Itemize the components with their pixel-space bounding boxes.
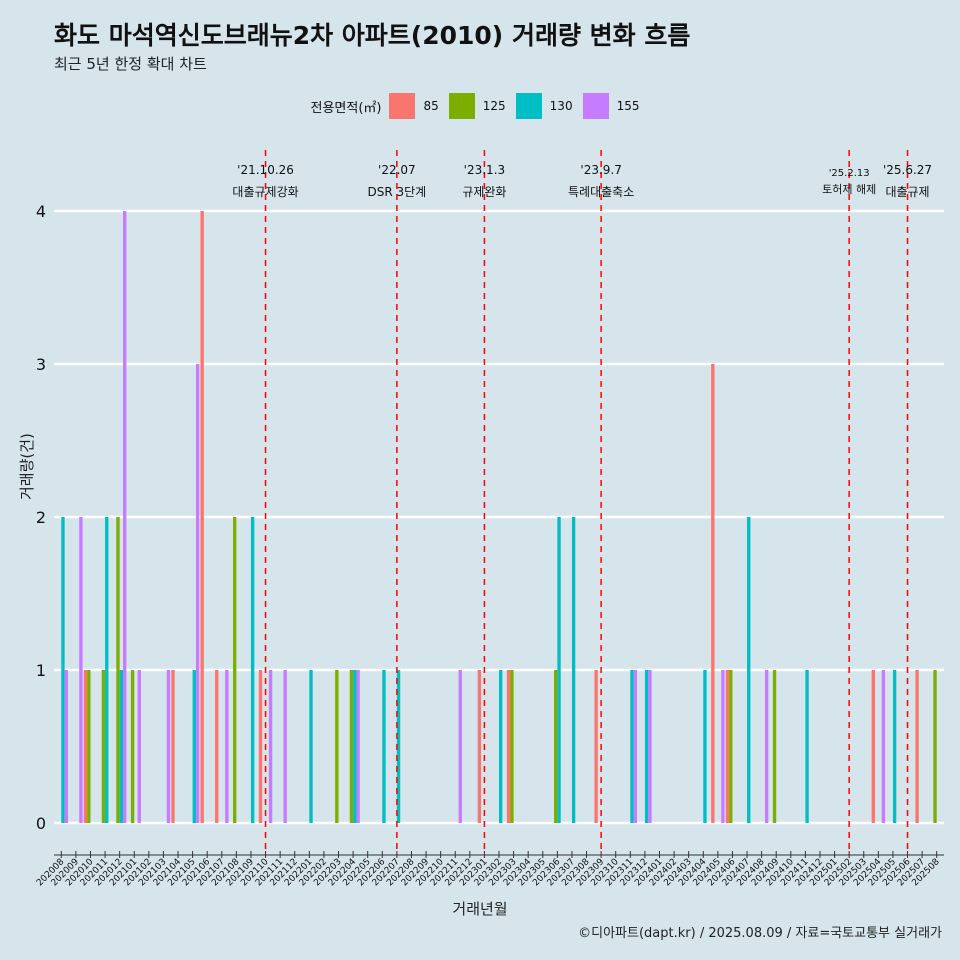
bar-155-202311 <box>633 670 638 823</box>
bar-125-202508 <box>933 670 937 823</box>
bar-85-202405 <box>711 364 715 823</box>
bar-155-202204 <box>356 670 360 823</box>
source-caption: ©디아파트(dapt.kr) / 2025.08.09 / 자료=국토교통부 실… <box>578 926 942 941</box>
event-date-label: '21.10.26 <box>237 163 294 177</box>
event-date-label: '23.1.3 <box>464 163 505 177</box>
bar-125-202409 <box>772 670 777 823</box>
event-date-label: '25.6.27 <box>883 163 932 177</box>
bar-130-202312 <box>644 670 649 823</box>
legend-label: 85 <box>423 99 439 113</box>
bar-125-202011 <box>101 670 106 823</box>
bar-85-202110 <box>258 670 263 823</box>
bar-155-202009 <box>79 517 83 823</box>
bar-130-202407 <box>747 517 751 823</box>
event-label: 대출규제강화 <box>232 185 298 199</box>
legend-item: 125 <box>448 93 506 119</box>
bar-155-202105 <box>195 364 200 823</box>
bar-155-202111 <box>283 670 287 823</box>
x-axis-label: 거래년월 <box>452 900 508 918</box>
bar-155-202211 <box>458 670 462 823</box>
bar-130-202206 <box>382 670 386 823</box>
bar-85-202303 <box>506 670 511 823</box>
bar-130-202207 <box>396 670 401 823</box>
legend-title: 전용면적(㎡) <box>310 100 382 116</box>
bar-85-202104 <box>171 670 175 823</box>
legend-swatch <box>515 93 542 119</box>
bar-125-202303 <box>510 670 514 823</box>
bar-125-202306 <box>554 670 558 823</box>
bar-85-202107 <box>215 670 219 823</box>
legend-item: 85 <box>389 93 439 119</box>
event-date-label: '23.9.7 <box>580 163 621 177</box>
bar-130-202307 <box>571 517 576 823</box>
bar-125-202108 <box>233 517 237 823</box>
y-tick-label: 4 <box>36 202 46 221</box>
bar-85-202106 <box>200 211 204 823</box>
bar-125-202203 <box>335 670 339 823</box>
bar-130-202404 <box>703 670 707 823</box>
bar-155-202008 <box>64 670 69 823</box>
chart-title: 화도 마석역신도브래뉴2차 아파트(2010) 거래량 변화 흐름 <box>54 21 691 50</box>
bar-85-202507 <box>915 670 919 823</box>
bar-125-202204 <box>349 670 354 823</box>
bar-85-202309 <box>594 670 598 823</box>
event-date-label: '22.07 <box>378 163 416 177</box>
bar-130-202105 <box>192 670 196 823</box>
bar-130-202008 <box>61 517 65 823</box>
bar-85-202010 <box>83 670 88 823</box>
y-tick-label: 0 <box>36 814 46 833</box>
bar-125-202101 <box>130 670 135 823</box>
legend-label: 130 <box>549 99 573 113</box>
y-tick-label: 3 <box>36 355 46 374</box>
legend-item: 155 <box>582 93 640 119</box>
legend-label: 155 <box>616 99 640 113</box>
legend-label: 125 <box>482 99 506 113</box>
bar-155-202012 <box>123 211 127 823</box>
y-axis-label: 거래량(건) <box>18 433 36 500</box>
bar-125-202010 <box>87 670 91 823</box>
bar-85-202504 <box>871 670 875 823</box>
bar-85-202301 <box>477 670 482 823</box>
bar-155-202408 <box>764 670 769 823</box>
bar-155-202110 <box>268 670 273 823</box>
legend-swatch <box>389 93 416 119</box>
bar-130-202109 <box>250 517 255 823</box>
bar-130-202411 <box>805 670 809 823</box>
event-label: 대출규제 <box>885 185 929 199</box>
bar-130-202311 <box>630 670 634 823</box>
bar-125-202406 <box>729 670 733 823</box>
event-label: DSR 3단계 <box>368 185 427 199</box>
legend-swatch <box>448 93 475 119</box>
y-tick-label: 1 <box>36 661 46 680</box>
event-label: 토허제 해제 <box>822 182 876 196</box>
bar-155-202312 <box>648 670 652 823</box>
bar-155-202504 <box>881 670 886 823</box>
bar-155-202405 <box>721 670 725 823</box>
y-tick-label: 2 <box>36 508 46 527</box>
bar-130-202306 <box>557 517 561 823</box>
bar-130-202204 <box>353 670 357 823</box>
event-label: 특례대출축소 <box>568 185 634 199</box>
bar-125-202012 <box>116 517 120 823</box>
bar-155-202107 <box>225 670 229 823</box>
bar-130-202012 <box>119 670 124 823</box>
bar-155-202103 <box>166 670 171 823</box>
bar-130-202505 <box>892 670 897 823</box>
event-date-label: '25.2.13 <box>829 168 870 179</box>
event-label: 규제완화 <box>462 185 506 199</box>
bar-130-202302 <box>499 670 503 823</box>
bar-155-202101 <box>137 670 141 823</box>
legend: 전용면적(㎡) 85 125 130 155 <box>0 93 960 119</box>
legend-item: 130 <box>515 93 573 119</box>
bar-130-202011 <box>105 517 109 823</box>
chart-subtitle: 최근 5년 한정 확대 차트 <box>54 55 207 73</box>
bar-130-202201 <box>309 670 313 823</box>
bar-85-202406 <box>725 670 730 823</box>
legend-swatch <box>582 93 609 119</box>
